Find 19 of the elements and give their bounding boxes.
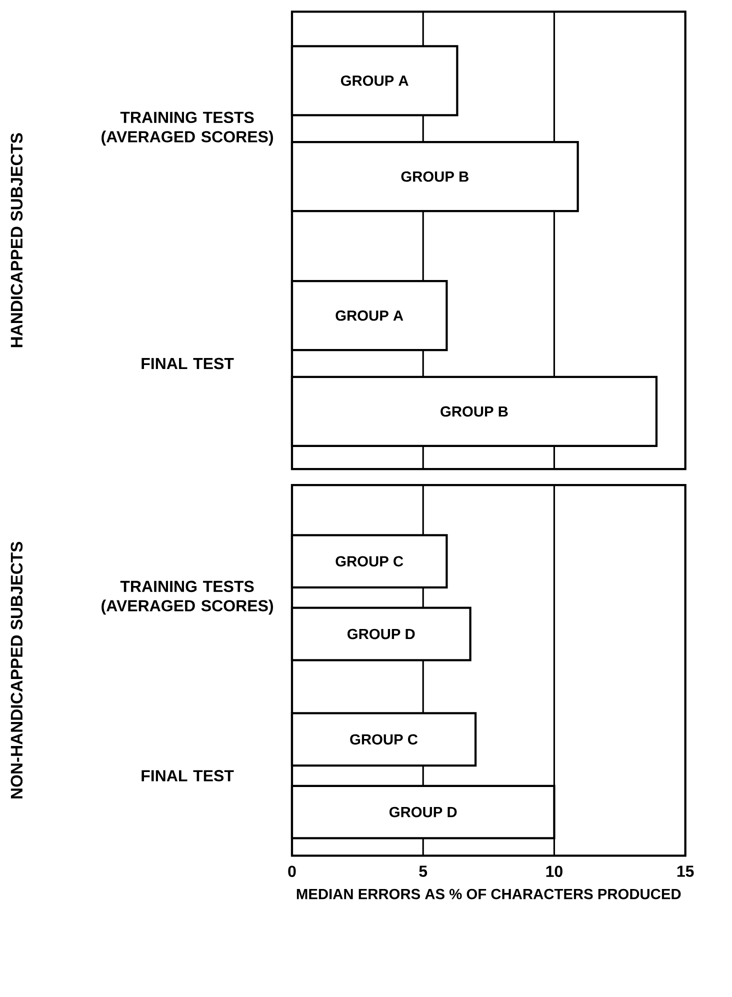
y-tick-label: GROUP C: [336, 556, 404, 567]
y-tick-label: GROUP B: [401, 171, 468, 182]
y-tick-label: GROUP B: [440, 406, 508, 417]
x-tick-label: 0: [288, 866, 296, 878]
x-tick-label: 5: [419, 866, 428, 877]
y-tick-label: GROUP A: [336, 310, 404, 321]
text: TRAINING TESTS (AVERAGED SCORES): [102, 112, 274, 146]
y-tick-label: GROUP D: [389, 806, 457, 818]
text: TRAINING TESTS (AVERAGED SCORES): [102, 580, 274, 615]
x-tick-label: 15: [677, 866, 694, 877]
text: FINAL TEST: [142, 770, 234, 782]
y-axis-title: NON-HANDICAPPED SUBJECTS: [10, 542, 23, 798]
text: FINAL TEST: [142, 358, 234, 370]
x-axis-title: MEDIAN ERRORS AS % OF CHARACTERS PRODUCED: [296, 888, 681, 900]
y-tick-label: GROUP D: [348, 628, 415, 640]
x-tick-label: 10: [546, 866, 562, 878]
y-tick-label: GROUP C: [350, 734, 418, 745]
y-tick-label: GROUP A: [340, 76, 408, 86]
y-axis-title: HANDICAPPED SUBJECTS: [10, 133, 23, 348]
